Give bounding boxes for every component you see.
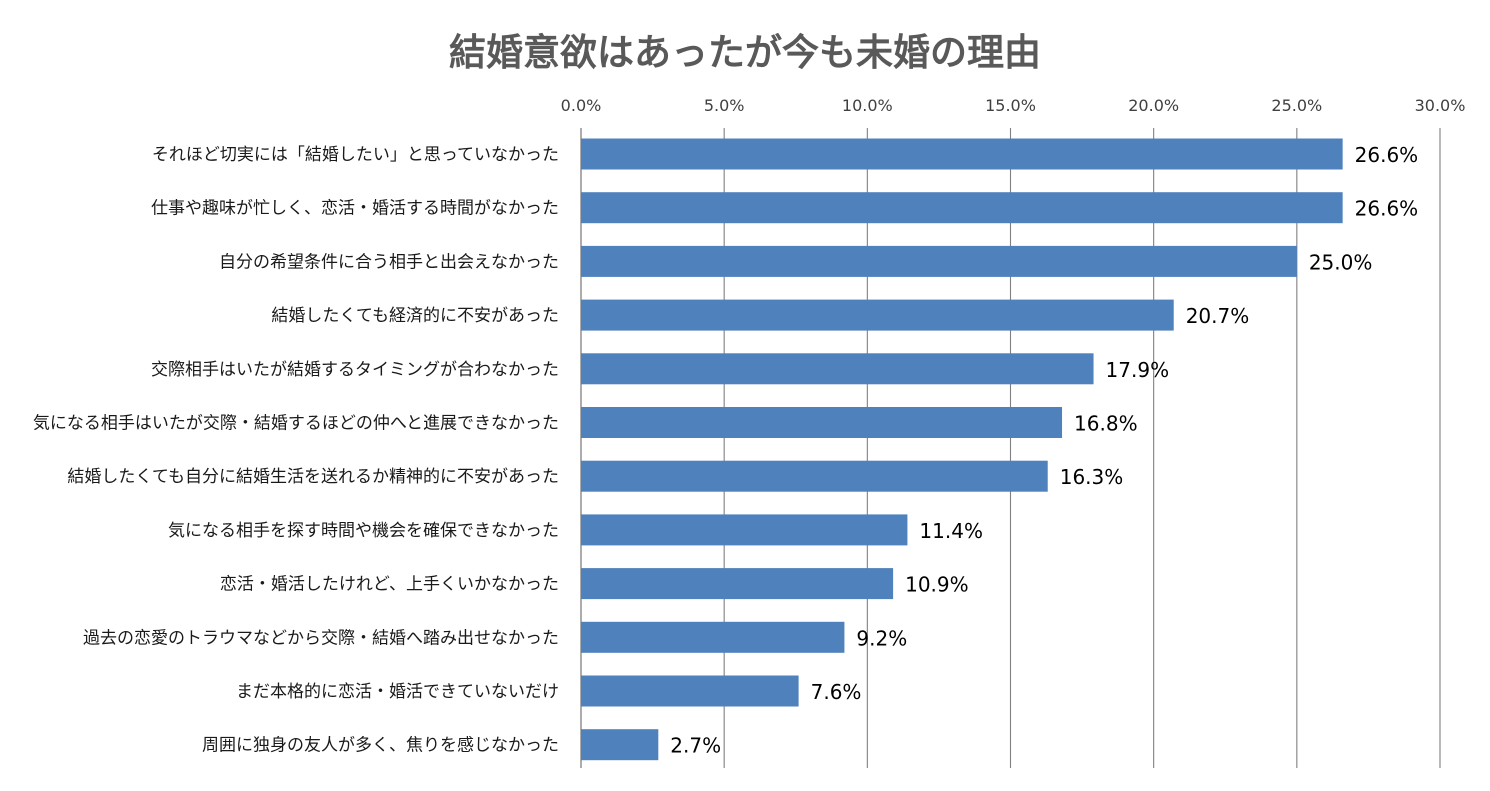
- x-tick-label: 15.0%: [985, 96, 1036, 115]
- value-label: 26.6%: [1355, 143, 1419, 167]
- bar: [581, 675, 799, 707]
- category-label: 自分の希望条件に合う相手と出会えなかった: [219, 252, 559, 272]
- category-label: それほど切実には「結婚したい」と思っていなかった: [152, 145, 559, 165]
- bar: [581, 299, 1174, 331]
- category-label: 仕事や趣味が忙しく、恋活・婚活する時間がなかった: [151, 198, 559, 219]
- value-label: 11.4%: [919, 519, 983, 543]
- category-label: 恋活・婚活したけれど、上手くいかなかった: [220, 574, 559, 595]
- value-label: 10.9%: [905, 573, 969, 597]
- value-label: 16.3%: [1060, 465, 1124, 489]
- category-label: 過去の恋愛のトラウマなどから交際・結婚へ踏み出せなかった: [83, 627, 559, 648]
- gridlines: [580, 128, 1441, 768]
- value-label: 20.7%: [1186, 304, 1250, 328]
- bar: [581, 353, 1094, 385]
- bar: [581, 729, 659, 761]
- bar: [581, 407, 1063, 438]
- x-tick-label: 0.0%: [561, 96, 602, 115]
- x-tick-label: 10.0%: [842, 96, 893, 115]
- bar: [581, 245, 1297, 277]
- category-label: まだ本格的に恋活・婚活できていないだけ: [236, 681, 559, 702]
- bar: [581, 568, 894, 600]
- x-tick-label: 30.0%: [1415, 96, 1466, 115]
- category-label: 気になる相手はいたが交際・結婚するほどの仲へと進展できなかった: [33, 414, 559, 434]
- x-tick-label: 25.0%: [1271, 96, 1322, 115]
- x-tick-label: 20.0%: [1128, 96, 1179, 115]
- value-label: 26.6%: [1355, 197, 1419, 221]
- category-label: 結婚したくても経済的に不安があった: [271, 306, 559, 326]
- x-tick-label: 5.0%: [704, 96, 745, 115]
- value-label: 25.0%: [1309, 250, 1373, 274]
- value-labels: 26.6% 26.6% 25.0% 20.7% 17.9% 16.8% 16.3% 11.4%…: [670, 143, 1418, 758]
- value-label: 2.7%: [670, 734, 721, 758]
- category-label: 交際相手はいたが結婚するタイミングが合わなかった: [151, 360, 559, 380]
- bar: [581, 192, 1343, 224]
- value-label: 17.9%: [1106, 358, 1170, 382]
- chart-title: 結婚意欲はあったが今も未婚の理由: [449, 31, 1041, 74]
- bar: [581, 621, 845, 653]
- x-axis-ticks: 0.0% 5.0% 10.0% 15.0% 20.0% 25.0% 30.0%: [561, 96, 1466, 115]
- category-labels: それほど切実には「結婚したい」と思っていなかった仕事や趣味が忙しく、恋活・婚活す…: [33, 145, 559, 756]
- category-label: 周囲に独身の友人が多く、焦りを感じなかった: [202, 736, 559, 756]
- value-label: 9.2%: [856, 626, 907, 650]
- bar: [581, 460, 1048, 492]
- category-label: 気になる相手を探す時間や機会を確保できなかった: [168, 521, 559, 541]
- value-label: 16.8%: [1074, 412, 1138, 436]
- bars: [581, 138, 1343, 761]
- value-label: 7.6%: [811, 680, 862, 704]
- bar: [581, 514, 908, 546]
- category-label: 結婚したくても自分に結婚生活を送れるか精神的に不安があった: [67, 467, 559, 487]
- bar: [581, 138, 1343, 170]
